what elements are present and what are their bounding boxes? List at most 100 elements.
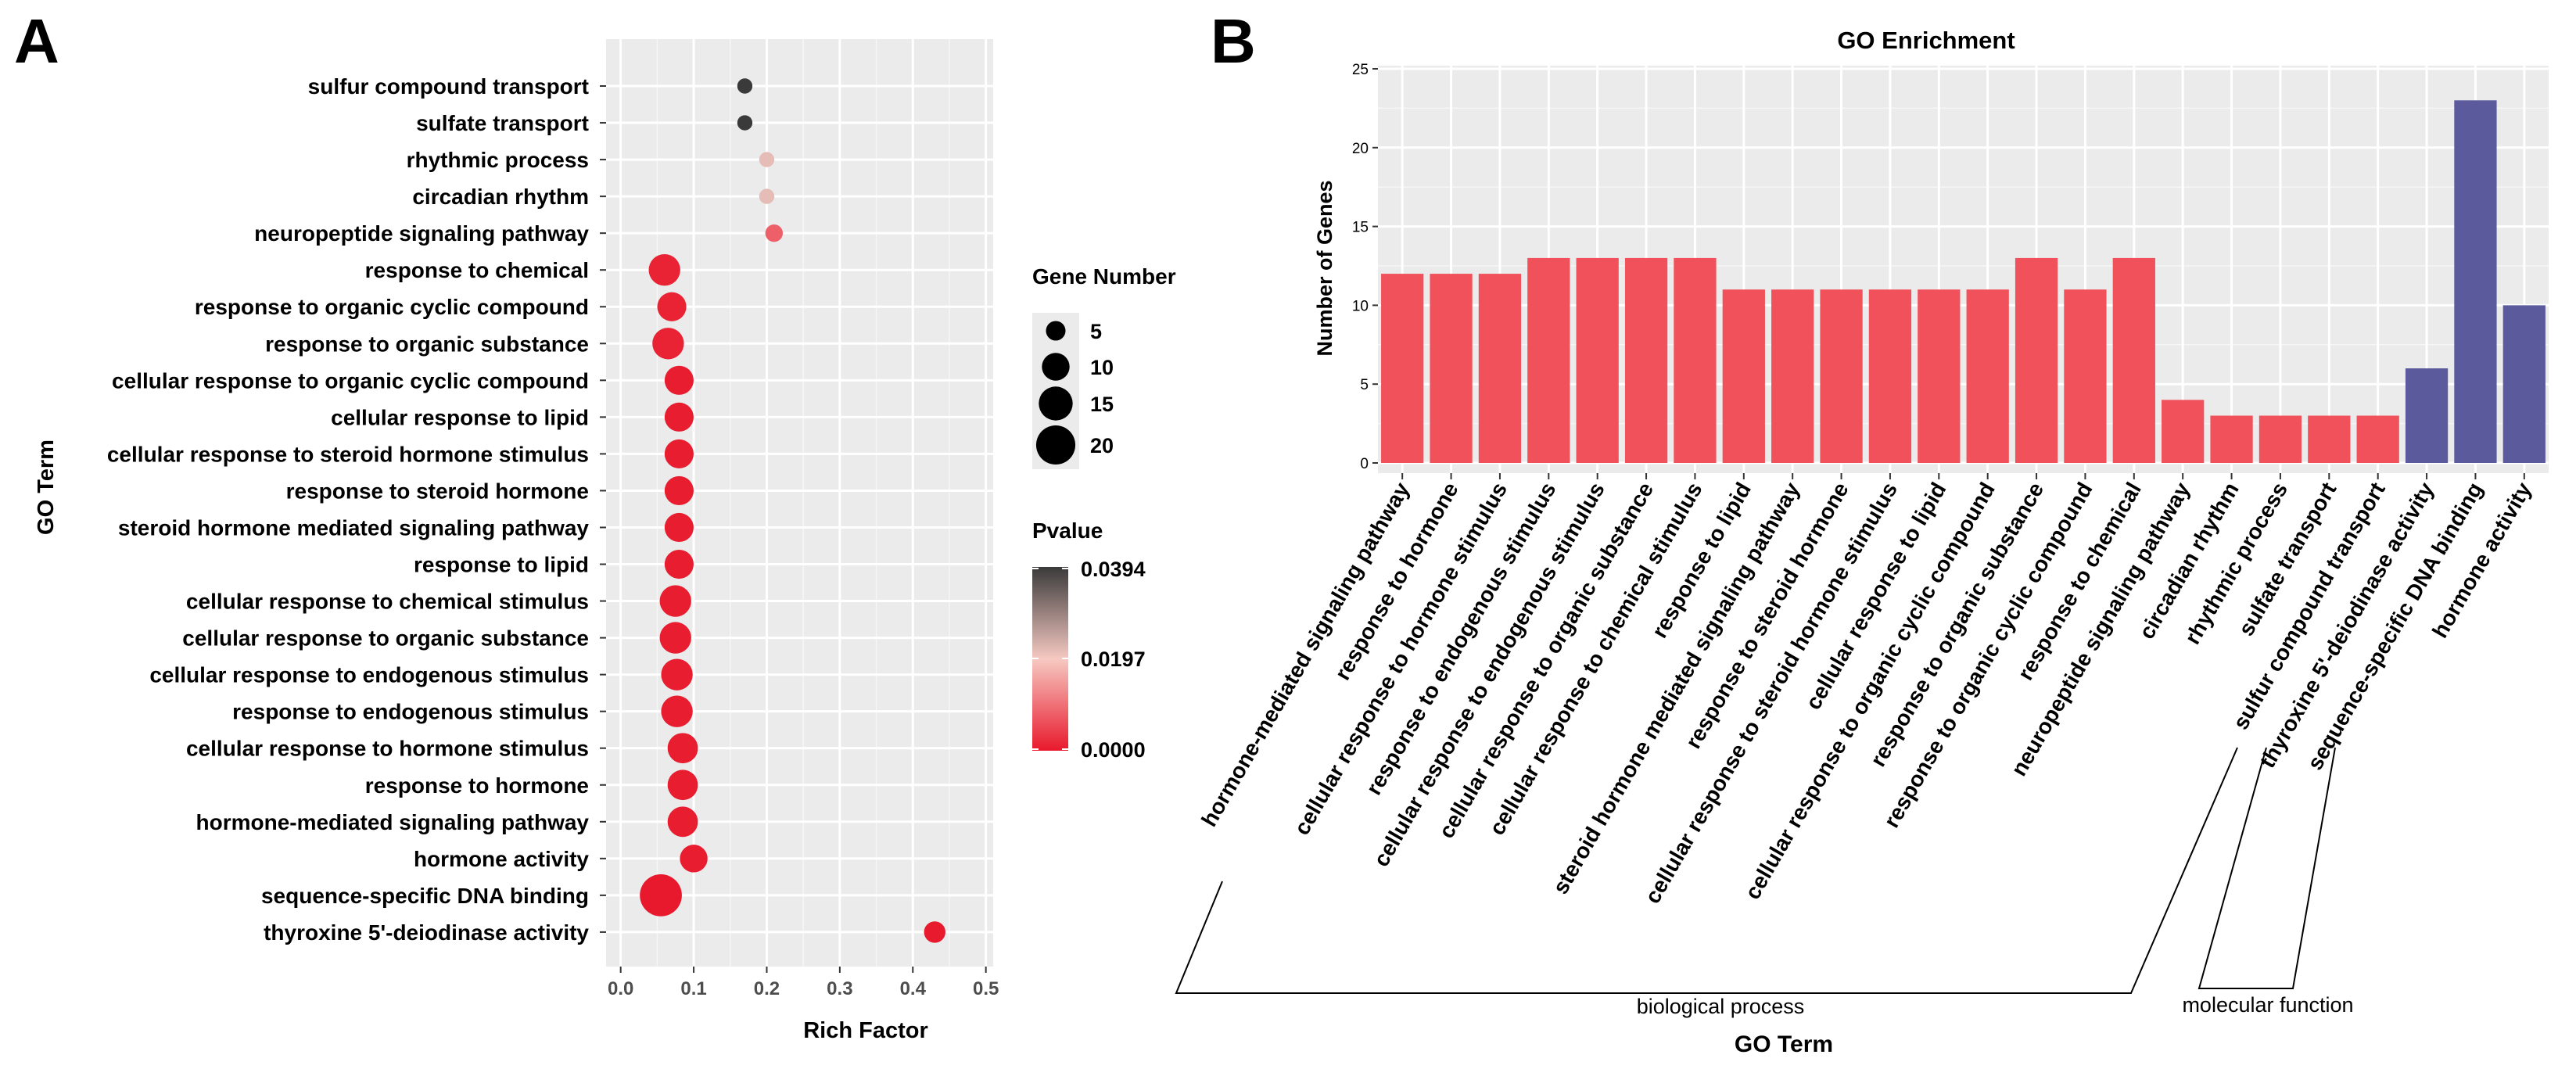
bar [1966,289,2009,463]
bar [1478,274,1522,463]
panel-b: B GO Enrichment 0 5 10 15 20 25 hormone-media… [1175,6,2549,1057]
term-label: response to organic substance [265,332,589,356]
size-legend-label: 5 [1090,320,1102,343]
panel-b-plot-background [1378,66,2549,473]
panel-a-bubbles [640,78,946,943]
bubble-point [664,402,694,432]
bubble-point [640,874,682,917]
panel-b-y-axis-ticks: 0 5 10 15 20 25 [1352,62,1378,472]
term-label: sulfur compound transport [308,74,589,99]
bubble-point [765,224,784,242]
bar [1527,257,1570,463]
bubble-point [737,78,753,94]
molecular-function-label: molecular function [2182,993,2353,1017]
size-legend-label: 15 [1090,393,1114,416]
x-tick-label: 0.5 [973,978,999,999]
bar [1674,257,1717,463]
panel-a-x-axis-title: Rich Factor [803,1018,928,1043]
bubble-point [657,292,687,321]
biological-process-bracket [1175,747,2238,994]
panel-a-letter: A [14,6,59,76]
size-legend-label: 10 [1090,356,1114,379]
term-label: response to lipid [414,553,589,577]
bar [1624,257,1668,463]
term-label: cellular response to organic substance [182,626,589,651]
size-legend-dot [1042,353,1070,381]
term-label: response to steroid hormone [286,479,589,503]
bar [2112,257,2155,463]
term-label: circadian rhythm [412,185,589,209]
x-tick-label: 0.4 [900,978,927,999]
panel-b-category-labels: hormone-mediated signaling pathwayrespon… [1197,473,2536,908]
term-label: steroid hormone mediated signaling pathw… [118,515,590,540]
panel-b-letter: B [1211,6,1256,76]
bar [2258,415,2302,463]
bar [1868,289,1912,463]
bar [1576,257,1619,463]
y-tick-label: 10 [1352,298,1369,314]
y-tick-label: 20 [1352,141,1369,157]
bubble-point [661,695,693,727]
term-label: sequence-specific DNA binding [261,884,589,908]
term-label: response to hormone [365,773,589,798]
pvalue-legend-min: 0.0000 [1081,738,1146,762]
term-label: neuropeptide signaling pathway [254,221,589,246]
panel-a-y-axis-ticks [600,85,606,933]
bar [2210,415,2253,463]
x-tick-label: 0.0 [608,978,633,999]
bubble-point [759,188,775,204]
y-tick-label: 15 [1352,220,1369,236]
bar [1722,289,1765,463]
term-label: cellular response to organic cyclic comp… [112,368,589,393]
bar [2356,415,2399,463]
bubble-point [924,921,946,943]
term-label: rhythmic process [407,148,589,172]
term-label: hormone-mediated signaling pathway [196,810,589,834]
x-tick-label: 0.2 [754,978,780,999]
term-label: response to organic cyclic compound [195,295,589,319]
y-tick-label: 25 [1352,62,1369,78]
bubble-point [664,439,694,468]
size-legend: Gene Number 5 10 15 20 [1032,264,1176,469]
term-label: cellular response to chemical stimulus [186,590,589,614]
panel-a-x-axis-ticks: 0.0 0.1 0.2 0.3 0.4 0.5 [608,967,999,999]
bar [2162,400,2205,463]
pvalue-legend-mid: 0.0197 [1081,647,1146,671]
panel-a-gridlines [606,39,993,967]
panel-a-y-axis-title: GO Term [34,439,59,535]
bar [1771,289,1814,463]
bubble-point [664,549,694,579]
x-tick-label: 0.3 [827,978,852,999]
term-label: cellular response to lipid [331,405,589,429]
bar [2405,368,2449,463]
bubble-point [659,622,691,654]
pvalue-legend-max: 0.0394 [1081,558,1146,581]
bubble-point [680,845,708,873]
bubble-point [667,733,698,764]
bar [1918,289,1961,463]
term-label: cellular response to hormone stimulus [186,737,589,761]
panel-a-term-labels: sulfur compound transport sulfate transpo… [107,74,590,945]
term-label: cellular response to steroid hormone sti… [107,442,589,466]
bubble-point [737,115,753,131]
bubble-point [664,512,694,543]
bubble-point [759,152,775,167]
bar [1820,289,1863,463]
bubble-point [664,475,694,506]
molecular-function-bracket [2197,747,2336,989]
y-tick-label: 5 [1360,377,1369,393]
panel-b-x-axis-title: GO Term [1735,1031,1833,1057]
pvalue-legend: Pvalue 0.0394 0.0197 0.0000 [1032,518,1146,762]
bubble-point [667,806,698,838]
bar [2454,100,2497,463]
size-legend-items: 5 10 15 20 [1035,320,1114,465]
size-legend-dot [1046,321,1066,341]
term-label: response to chemical [365,258,589,282]
pvalue-legend-title: Pvalue [1032,518,1103,543]
size-legend-title: Gene Number [1032,264,1176,289]
size-legend-dot [1035,425,1076,465]
term-label: thyroxine 5'-deiodinase activity [264,920,589,945]
bubble-point [648,254,680,286]
bar [1381,274,1424,463]
